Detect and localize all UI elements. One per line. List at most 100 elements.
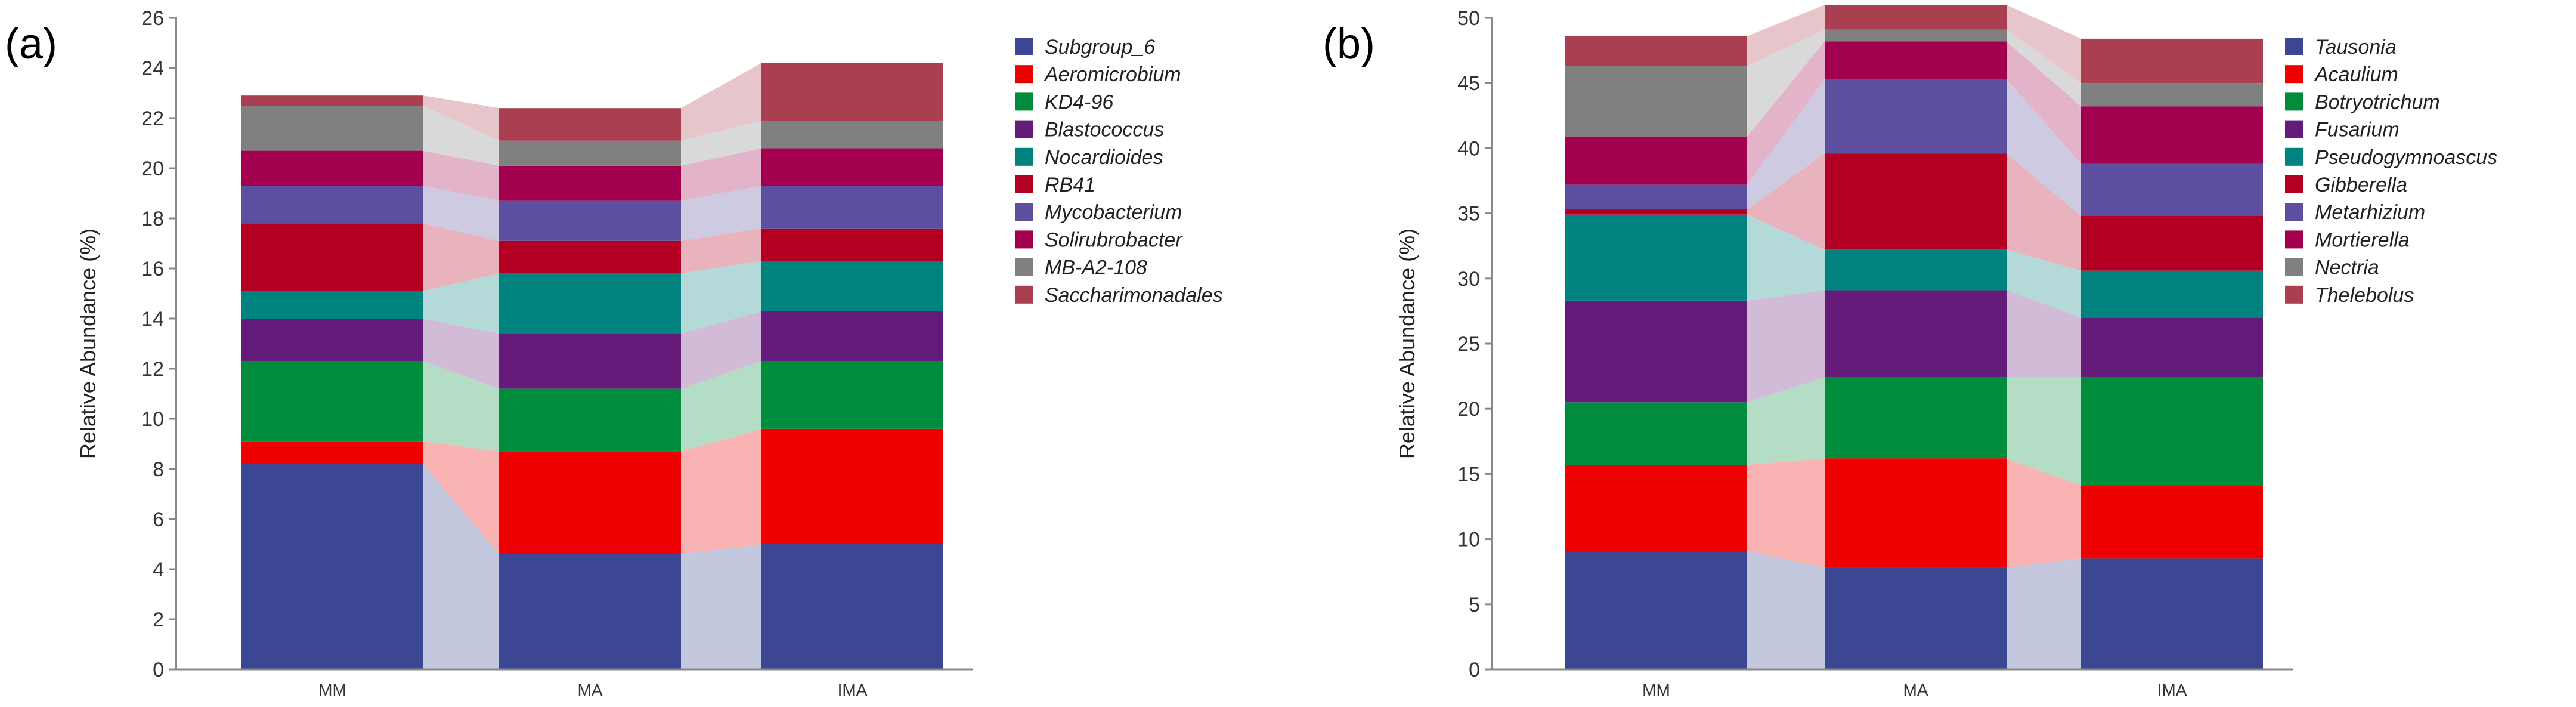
x-category-label: MA: [1903, 681, 1928, 699]
x-category-label: MA: [578, 681, 603, 699]
bar-segment: [1825, 377, 2007, 459]
bar-segment: [1825, 5, 2007, 30]
legend-swatch: [2285, 203, 2303, 221]
bar-segment: [499, 200, 681, 241]
bar-segment: [1825, 458, 2007, 568]
bar-segment: [761, 228, 943, 261]
bar-segment: [2081, 83, 2263, 107]
legend-swatch: [2285, 230, 2303, 249]
y-tick-label: 20: [1457, 398, 1480, 421]
connector-band: [2007, 153, 2081, 271]
bar-segment: [1565, 184, 1747, 210]
bar-segment: [499, 108, 681, 141]
y-tick-label: 5: [1469, 594, 1480, 616]
connector-band: [423, 441, 499, 554]
connector-band: [423, 223, 499, 291]
panel-label: (a): [5, 20, 57, 68]
legend-entry: Nectria: [2315, 257, 2379, 279]
connector-band: [1747, 29, 1825, 137]
bar-segment: [1825, 249, 2007, 291]
connector-band: [423, 464, 499, 669]
bar-segment: [499, 240, 681, 274]
bar-segment: [761, 63, 943, 121]
connector-band: [2007, 249, 2081, 318]
bar-segment: [242, 150, 423, 186]
bar-segment: [1825, 79, 2007, 154]
y-tick-label: 16: [141, 258, 164, 280]
connector-band: [2007, 5, 2081, 84]
bar-segment: [1825, 290, 2007, 378]
legend-entry: Saccharimonadales: [1045, 284, 1223, 307]
bar-segment: [761, 148, 943, 186]
connector-band: [423, 95, 499, 141]
bar-segment: [499, 554, 681, 669]
y-tick-label: 4: [153, 558, 164, 581]
connector-band: [1747, 79, 1825, 209]
bar-segment: [761, 544, 943, 669]
bar-segment: [1565, 136, 1747, 185]
connector-band: [2007, 41, 2081, 164]
y-tick-label: 26: [141, 7, 164, 30]
bar-segment: [242, 319, 423, 362]
connector-band: [2007, 290, 2081, 378]
legend-swatch: [2285, 38, 2303, 55]
bar-segment: [761, 261, 943, 311]
legend-entry: Gibberella: [2315, 174, 2407, 196]
bar-segment: [242, 223, 423, 291]
bar-segment: [761, 361, 943, 429]
bar-segment: [1565, 66, 1747, 137]
bar-segment: [499, 273, 681, 334]
legend-entry: Metarhizium: [2315, 201, 2425, 224]
connector-band: [1747, 214, 1825, 301]
connector-band: [681, 148, 761, 201]
legend-swatch: [1015, 285, 1033, 304]
bar-segment: [761, 428, 943, 544]
legend-swatch: [1015, 230, 1033, 249]
x-category-label: IMA: [838, 681, 868, 699]
bar-segment: [1565, 402, 1747, 465]
y-tick-label: 50: [1457, 7, 1480, 30]
connector-band: [681, 186, 761, 241]
legend-entry: Mortierella: [2315, 229, 2410, 251]
connector-band: [1747, 458, 1825, 568]
bar-segment: [499, 334, 681, 389]
connector-band: [2007, 377, 2081, 486]
connector-band: [1747, 5, 1825, 66]
legend-swatch: [2285, 65, 2303, 84]
connector-band: [2007, 558, 2081, 669]
bar-segment: [499, 165, 681, 201]
bar-segment: [1565, 36, 1747, 66]
y-tick-label: 22: [141, 107, 164, 130]
bar-segment: [2081, 270, 2263, 318]
bar-segment: [2081, 106, 2263, 164]
bar-segment: [2081, 486, 2263, 559]
legend-swatch: [1015, 65, 1033, 84]
connector-band: [1747, 551, 1825, 669]
connector-band: [681, 361, 761, 452]
legend-swatch: [1015, 120, 1033, 138]
bar-segment: [2081, 377, 2263, 486]
legend-swatch: [1015, 147, 1033, 166]
panel-a: (a)Relative Abundance (%)024681012141618…: [5, 7, 1223, 699]
y-tick-label: 18: [141, 208, 164, 230]
legend-swatch: [2285, 285, 2303, 304]
legend-entry: Aeromicrobium: [1044, 63, 1181, 86]
legend-entry: RB41: [1045, 174, 1095, 196]
connector-band: [1747, 377, 1825, 465]
legend-entry: Botryotrichum: [2315, 91, 2440, 113]
legend-entry: Tausonia: [2315, 36, 2397, 58]
connector-band: [681, 261, 761, 334]
legend-swatch: [1015, 38, 1033, 55]
bar-segment: [1825, 41, 2007, 79]
y-tick-label: 12: [141, 358, 164, 381]
bar-segment: [1565, 209, 1747, 215]
y-tick-label: 45: [1457, 72, 1480, 95]
connector-band: [1747, 41, 1825, 185]
x-category-label: MM: [318, 681, 346, 699]
connector-band: [423, 361, 499, 452]
connector-band: [2007, 458, 2081, 568]
bar-segment: [242, 361, 423, 442]
bar-segment: [242, 464, 423, 669]
y-tick-label: 20: [141, 158, 164, 180]
legend-swatch: [1015, 258, 1033, 276]
